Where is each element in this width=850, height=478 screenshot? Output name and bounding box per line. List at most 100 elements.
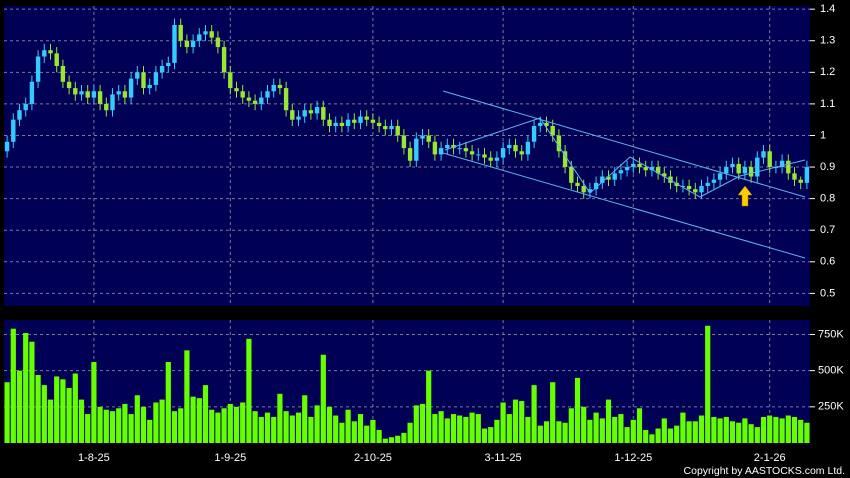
candle-body bbox=[463, 148, 469, 152]
volume-bar bbox=[246, 338, 252, 443]
candle-body bbox=[66, 81, 72, 89]
volume-bar bbox=[550, 382, 556, 443]
volume-bar bbox=[401, 432, 407, 443]
candle-body bbox=[73, 88, 78, 95]
volume-bar bbox=[624, 427, 630, 443]
volume-bar bbox=[221, 408, 227, 443]
candle-body bbox=[655, 167, 661, 174]
candle-body bbox=[494, 157, 500, 161]
candle-body bbox=[190, 40, 196, 48]
candle-body bbox=[755, 157, 760, 177]
volume-bar bbox=[314, 405, 320, 443]
channel-upper bbox=[442, 90, 806, 198]
volume-bar bbox=[512, 399, 519, 443]
candle-body bbox=[606, 176, 611, 180]
volume-bar bbox=[767, 415, 773, 443]
volume-bar bbox=[711, 416, 717, 443]
candle-body bbox=[569, 167, 574, 183]
volume-bar bbox=[804, 422, 810, 443]
volume-bar bbox=[333, 415, 339, 443]
volume-bar bbox=[190, 396, 196, 443]
candle-body bbox=[265, 91, 270, 98]
volume-bar bbox=[165, 361, 171, 443]
candle-body bbox=[135, 72, 140, 79]
x-tick-label: 2-1-26 bbox=[754, 452, 786, 464]
candle-body bbox=[618, 170, 624, 174]
volume-bar bbox=[258, 416, 264, 443]
marks bbox=[4, 18, 810, 443]
x-tick-label: 1-9-25 bbox=[214, 452, 246, 464]
volume-bar bbox=[742, 418, 748, 443]
candle-body bbox=[779, 160, 785, 168]
volume-bar bbox=[475, 414, 481, 443]
volume-bar bbox=[357, 414, 364, 443]
volume-bar bbox=[240, 402, 246, 443]
volume-bar bbox=[488, 427, 494, 443]
y-tick-label: 0.7 bbox=[820, 224, 835, 236]
candle-body bbox=[705, 182, 710, 186]
y-tick-label: 1.4 bbox=[820, 3, 835, 15]
candle-body bbox=[513, 144, 518, 152]
candle-body bbox=[457, 148, 462, 150]
volume-bar bbox=[345, 409, 351, 443]
zigzag bbox=[444, 117, 806, 198]
channel-lower bbox=[442, 152, 806, 259]
volume-bar bbox=[438, 411, 444, 443]
volume-bar bbox=[370, 419, 376, 443]
volume-bar bbox=[283, 411, 289, 443]
volume-bar bbox=[760, 416, 767, 443]
volume-bar bbox=[531, 385, 537, 443]
volume-bar bbox=[122, 403, 128, 443]
candle-body bbox=[259, 97, 264, 104]
volume-bar bbox=[661, 418, 667, 443]
volume-bar bbox=[10, 328, 16, 443]
candle-body bbox=[748, 167, 754, 177]
candle-body bbox=[469, 151, 475, 155]
candle-body bbox=[54, 53, 59, 66]
volume-bar bbox=[4, 382, 10, 443]
volume-bar bbox=[773, 416, 779, 443]
volume-bar bbox=[630, 419, 636, 443]
volume-bar bbox=[674, 425, 680, 443]
candle-body bbox=[488, 157, 493, 161]
candle-body bbox=[500, 148, 506, 158]
volume-bar bbox=[271, 416, 277, 443]
candle-body bbox=[376, 122, 382, 126]
y-tick-label: 0.6 bbox=[820, 256, 835, 268]
candle-body bbox=[91, 91, 97, 98]
candle-body bbox=[699, 186, 704, 193]
volume-bar bbox=[85, 414, 91, 443]
candle-body bbox=[414, 138, 419, 161]
volume-bar bbox=[754, 427, 760, 443]
candle-body bbox=[104, 103, 109, 111]
candle-body bbox=[97, 91, 103, 104]
volume-bar bbox=[432, 414, 438, 443]
volume-bar bbox=[636, 408, 643, 443]
candle-body bbox=[184, 40, 190, 48]
volume-bar bbox=[215, 412, 221, 443]
candle-body bbox=[401, 135, 407, 149]
candle-body bbox=[451, 144, 456, 149]
candle-body bbox=[321, 107, 326, 120]
volume-bar bbox=[587, 419, 593, 443]
candle-body bbox=[79, 91, 84, 95]
candle-body bbox=[358, 116, 363, 123]
candle-body bbox=[116, 91, 121, 95]
volume-bar bbox=[605, 399, 612, 443]
volume-bar bbox=[171, 411, 178, 443]
volume-bar bbox=[419, 403, 426, 443]
candle-body bbox=[674, 182, 679, 186]
candle-body bbox=[767, 151, 772, 168]
candle-body bbox=[339, 122, 345, 126]
arrow bbox=[737, 185, 753, 207]
volume-bar bbox=[463, 416, 469, 443]
volume-bar bbox=[209, 409, 215, 443]
candle-body bbox=[730, 163, 735, 168]
candle-body bbox=[693, 189, 698, 193]
volume-bar bbox=[159, 399, 165, 443]
volume-bar bbox=[60, 379, 66, 443]
volume-bar bbox=[376, 429, 382, 443]
candle-body bbox=[581, 186, 586, 193]
candle-body bbox=[395, 126, 400, 136]
